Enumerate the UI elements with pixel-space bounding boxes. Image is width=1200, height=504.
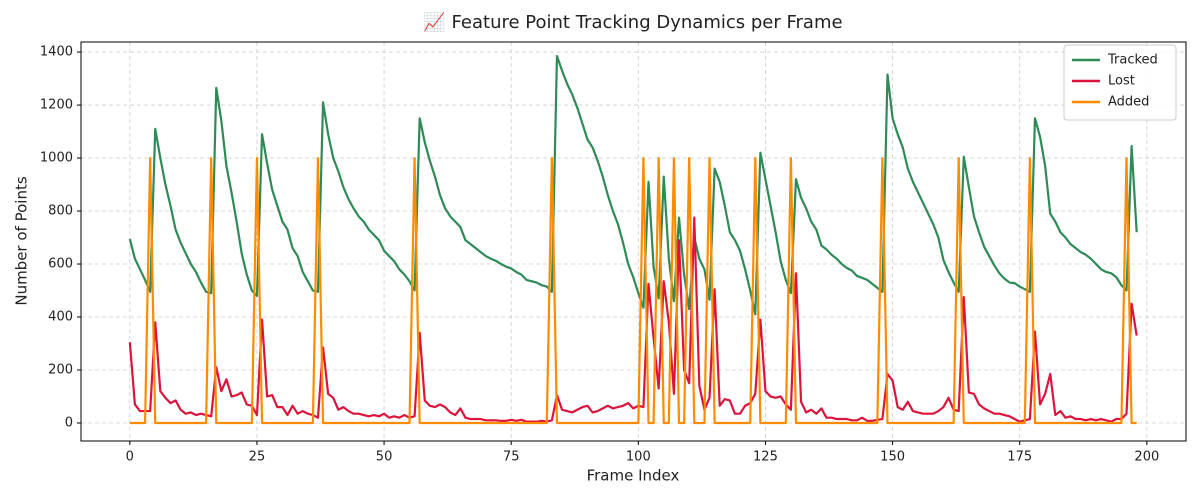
y-tick-label: 200 (48, 362, 73, 377)
y-tick-label: 800 (48, 204, 73, 219)
y-tick-label: 400 (48, 310, 73, 325)
chart-title: 📈 Feature Point Tracking Dynamics per Fr… (423, 11, 842, 33)
y-tick-label: 1400 (40, 45, 73, 60)
x-tick-label: 200 (1134, 450, 1159, 465)
data-line (128, 54, 1138, 316)
y-axis-label: Number of Points (13, 176, 31, 305)
legend-label: Tracked (1107, 53, 1158, 68)
x-tick-label: 175 (1007, 450, 1032, 465)
x-tick-label: 25 (249, 450, 266, 465)
plot-frame (80, 41, 1187, 442)
x-tick-label: 50 (376, 450, 393, 465)
legend-label: Added (1108, 95, 1149, 110)
y-tick-label: 1000 (40, 151, 73, 166)
x-axis-label: Frame Index (587, 467, 680, 485)
data-line (129, 156, 1137, 425)
x-tick-label: 125 (753, 450, 778, 465)
x-tick-label: 150 (880, 450, 905, 465)
legend-label: Lost (1108, 74, 1135, 89)
x-tick-label: 100 (626, 450, 651, 465)
x-tick-label: 0 (126, 450, 134, 465)
y-tick-label: 600 (48, 257, 73, 272)
y-tick-label: 0 (65, 415, 73, 430)
data-line (128, 216, 1138, 423)
y-tick-label: 1200 (40, 98, 73, 113)
x-tick-label: 75 (503, 450, 520, 465)
